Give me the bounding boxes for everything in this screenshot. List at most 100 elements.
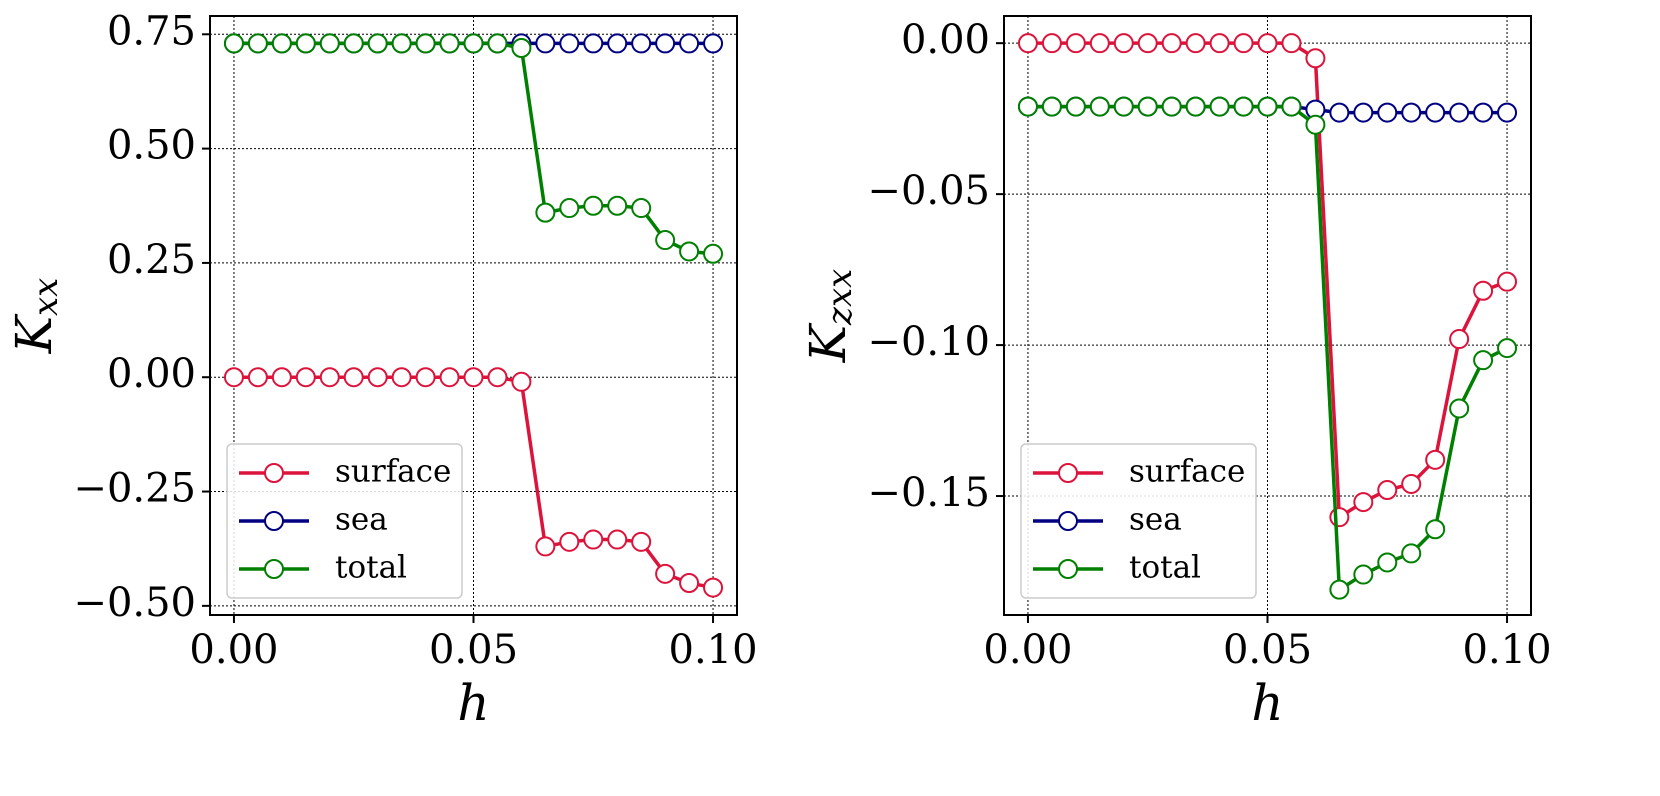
y-tick-label: −0.50 xyxy=(73,580,196,626)
marker xyxy=(1473,350,1494,371)
legend-box xyxy=(1020,443,1257,599)
marker xyxy=(655,230,676,251)
x-tick-label: 0.10 xyxy=(669,627,758,673)
marker xyxy=(1305,48,1326,69)
marker xyxy=(1233,96,1254,117)
marker xyxy=(1353,102,1374,123)
x-tick-label: 0.10 xyxy=(1463,627,1552,673)
legend-marker xyxy=(264,463,284,483)
marker xyxy=(1401,102,1422,123)
marker xyxy=(1065,33,1086,54)
marker xyxy=(559,531,580,552)
marker xyxy=(1329,579,1350,600)
y-tick-label: 0.00 xyxy=(107,351,196,397)
y-tick-label: −0.10 xyxy=(867,319,990,365)
legend-label: surface xyxy=(1129,454,1245,490)
marker xyxy=(1113,33,1134,54)
legend-marker xyxy=(264,559,284,579)
marker xyxy=(439,33,460,54)
marker xyxy=(583,33,604,54)
marker xyxy=(1473,102,1494,123)
marker xyxy=(1185,33,1206,54)
chart: 0.00 0.05 0.10 −0.50 −0.25 0.00 0.25 0.50 0.75 h K… xyxy=(5,8,758,732)
marker xyxy=(607,33,628,54)
y-axis-label: Kxx xyxy=(5,278,66,355)
marker xyxy=(535,33,556,54)
marker xyxy=(1305,114,1326,135)
marker xyxy=(271,33,292,54)
marker xyxy=(367,367,388,388)
y-tick-label: −0.15 xyxy=(867,470,990,516)
marker xyxy=(1353,492,1374,513)
marker xyxy=(247,367,268,388)
x-tick-label: 0.05 xyxy=(1223,627,1312,673)
marker xyxy=(487,33,508,54)
y-axis-label-main: K xyxy=(5,313,63,354)
marker xyxy=(583,195,604,216)
marker xyxy=(1137,33,1158,54)
marker xyxy=(1185,96,1206,117)
marker xyxy=(511,371,532,392)
marker xyxy=(223,367,244,388)
marker xyxy=(1449,329,1470,350)
marker xyxy=(511,38,532,59)
marker xyxy=(415,33,436,54)
marker xyxy=(1377,552,1398,573)
marker xyxy=(1089,33,1110,54)
marker xyxy=(271,367,292,388)
marker xyxy=(1041,96,1062,117)
marker xyxy=(1065,96,1086,117)
legend-label: surface xyxy=(335,454,451,490)
marker xyxy=(463,367,484,388)
marker xyxy=(1353,564,1374,585)
marker xyxy=(1449,398,1470,419)
marker xyxy=(655,33,676,54)
marker xyxy=(1017,96,1038,117)
legend-label: total xyxy=(335,550,407,586)
marker xyxy=(1161,33,1182,54)
marker xyxy=(391,367,412,388)
marker xyxy=(703,33,724,54)
marker xyxy=(415,367,436,388)
legend-marker xyxy=(1058,559,1078,579)
marker xyxy=(319,33,340,54)
marker xyxy=(1137,96,1158,117)
marker xyxy=(1497,271,1518,292)
marker xyxy=(631,33,652,54)
marker xyxy=(607,529,628,550)
x-tick-label: 0.00 xyxy=(983,627,1072,673)
marker xyxy=(679,572,700,593)
legend-label: sea xyxy=(1129,502,1182,538)
marker xyxy=(1377,102,1398,123)
marker xyxy=(1329,102,1350,123)
marker xyxy=(703,577,724,598)
marker xyxy=(343,367,364,388)
marker xyxy=(1233,33,1254,54)
x-tick-label: 0.05 xyxy=(429,627,518,673)
y-tick-label: 0.75 xyxy=(107,8,196,54)
marker xyxy=(1281,33,1302,54)
marker xyxy=(535,536,556,557)
marker xyxy=(1113,96,1134,117)
x-axis-label: h xyxy=(457,674,489,732)
marker xyxy=(319,367,340,388)
x-tick-label: 0.00 xyxy=(189,627,278,673)
y-tick-label: −0.25 xyxy=(73,466,196,512)
marker xyxy=(1425,519,1446,540)
y-axis-label: Kzxx xyxy=(799,269,860,364)
marker xyxy=(439,367,460,388)
marker xyxy=(1041,33,1062,54)
marker xyxy=(1257,96,1278,117)
marker xyxy=(1257,33,1278,54)
marker xyxy=(247,33,268,54)
marker xyxy=(1497,338,1518,359)
legend-box xyxy=(226,443,463,599)
marker xyxy=(607,195,628,216)
marker xyxy=(1497,102,1518,123)
marker xyxy=(631,198,652,219)
y-tick-label: 0.25 xyxy=(107,237,196,283)
y-axis-label-subscript: xx xyxy=(26,278,66,316)
y-axis-label-main: K xyxy=(799,322,857,363)
marker xyxy=(1209,96,1230,117)
x-axis-label: h xyxy=(1251,674,1283,732)
